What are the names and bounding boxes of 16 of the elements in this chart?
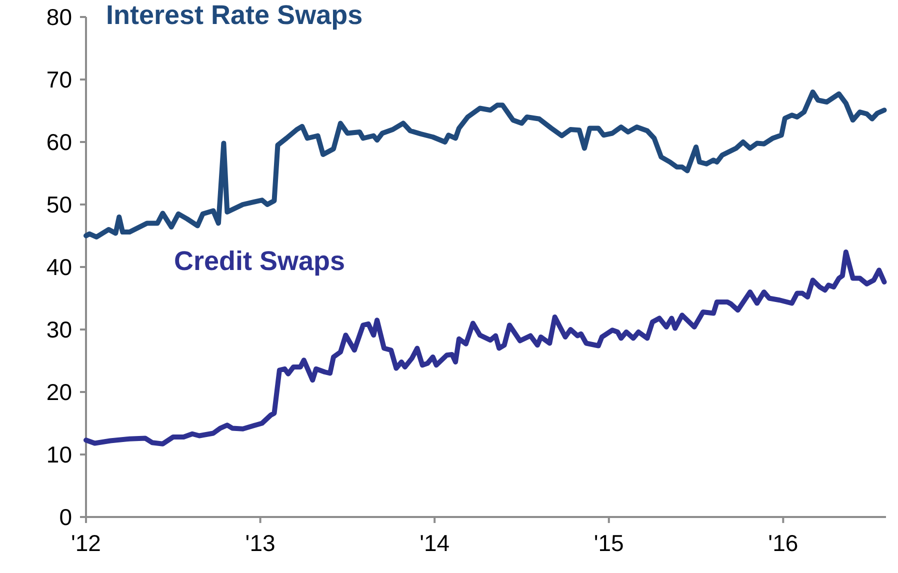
x-tick-label: '16 (768, 530, 798, 556)
y-tick-label: 60 (46, 129, 72, 156)
y-tick-label: 50 (46, 192, 72, 218)
x-tick-label: '12 (71, 530, 101, 556)
y-tick-label: 70 (46, 66, 72, 93)
x-tick-label: '13 (245, 530, 276, 556)
series-label: Credit Swaps (174, 246, 346, 276)
y-tick-label: 40 (46, 254, 72, 280)
x-tick-label: '14 (420, 530, 450, 556)
x-tick-label: '15 (594, 530, 624, 556)
y-tick-label: 80 (46, 4, 72, 30)
y-tick-label: 20 (46, 379, 72, 406)
y-tick-label: 0 (59, 504, 72, 530)
y-tick-label: 10 (46, 442, 72, 468)
y-tick-label: 30 (46, 316, 72, 343)
text: Interest Rate Swaps (106, 0, 363, 30)
